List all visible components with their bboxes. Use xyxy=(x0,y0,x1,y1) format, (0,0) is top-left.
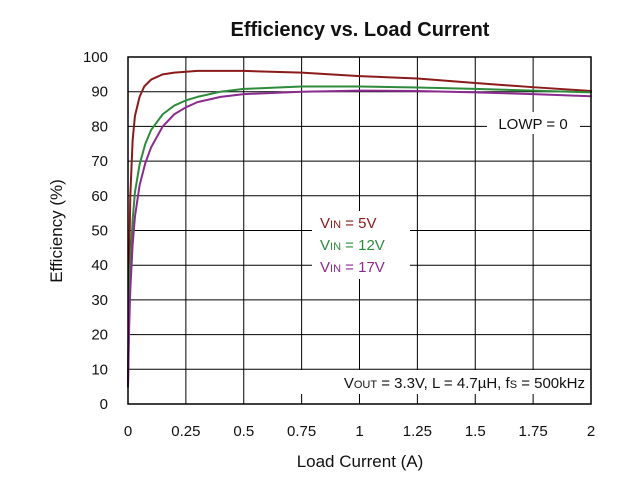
legend-background xyxy=(312,211,410,279)
legend-sub: IN xyxy=(330,263,341,275)
legend-entry-3: VIN = 17V xyxy=(320,259,385,276)
y-tick-label: 70 xyxy=(91,153,108,170)
x-tick-label: 0 xyxy=(124,423,132,440)
y-axis-label: Efficiency (%) xyxy=(47,179,66,283)
conditions-v-sub: OUT xyxy=(354,379,378,391)
x-tick-label: 0.75 xyxy=(287,423,316,440)
plot-frame xyxy=(127,56,592,405)
x-tick-label: 0.5 xyxy=(233,423,254,440)
y-tick-label: 60 xyxy=(91,188,108,205)
legend-value: = 17V xyxy=(341,259,385,276)
legend-value: = 12V xyxy=(341,237,385,254)
lowp-annotation: LOWP = 0 xyxy=(487,112,580,134)
legend-entry-2: VIN = 12V xyxy=(320,237,385,254)
legend-entry-1: VIN = 5V xyxy=(320,215,376,232)
x-tick-label: 1.5 xyxy=(465,423,486,440)
legend-sub: IN xyxy=(330,219,341,231)
legend-value: = 5V xyxy=(341,215,376,232)
y-tick-labels: 0 10 20 30 40 50 60 70 80 90 100 xyxy=(83,49,108,413)
x-tick-label: 1.25 xyxy=(403,423,432,440)
lowp-annotation-bg xyxy=(487,112,580,134)
series-line-1 xyxy=(127,69,592,388)
x-tick-label: 1.75 xyxy=(519,423,548,440)
x-tick-label: 1 xyxy=(355,423,363,440)
x-tick-label: 0.25 xyxy=(171,423,200,440)
y-tick-label: 0 xyxy=(100,396,108,413)
conditions-mid: = 3.3V, L = 4.7µH, f xyxy=(377,375,510,392)
chart-title: Efficiency vs. Load Current xyxy=(231,19,490,41)
series-line-3 xyxy=(127,89,592,388)
lowp-annotation-text: LOWP = 0 xyxy=(498,116,567,133)
y-tick-label: 100 xyxy=(83,49,108,66)
y-tick-label: 40 xyxy=(91,257,108,274)
legend-v: V xyxy=(320,237,330,254)
conditions-f-sub: S xyxy=(510,379,517,391)
y-tick-label: 50 xyxy=(91,223,108,240)
series-line-2 xyxy=(127,85,592,378)
legend-v: V xyxy=(320,215,330,232)
x-tick-labels: 0 0.25 0.5 0.75 1 1.25 1.5 1.75 2 xyxy=(124,423,595,440)
conditions-annotation: VOUT = 3.3V, L = 4.7µH, fS = 500kHz xyxy=(286,370,588,394)
legend-sub: IN xyxy=(330,241,341,253)
series-lines xyxy=(127,69,592,388)
x-axis-label: Load Current (A) xyxy=(297,452,424,471)
y-tick-label: 10 xyxy=(91,361,108,378)
conditions-annotation-bg xyxy=(286,370,588,394)
legend-v: V xyxy=(320,259,330,276)
y-tick-label: 80 xyxy=(91,118,108,135)
x-tick-label: 2 xyxy=(587,423,595,440)
y-tick-label: 20 xyxy=(91,327,108,344)
conditions-end: = 500kHz xyxy=(517,375,585,392)
conditions-annotation-text: VOUT = 3.3V, L = 4.7µH, fS = 500kHz xyxy=(344,375,585,392)
y-tick-label: 90 xyxy=(91,84,108,101)
y-tick-label: 30 xyxy=(91,292,108,309)
conditions-v: V xyxy=(344,375,354,392)
